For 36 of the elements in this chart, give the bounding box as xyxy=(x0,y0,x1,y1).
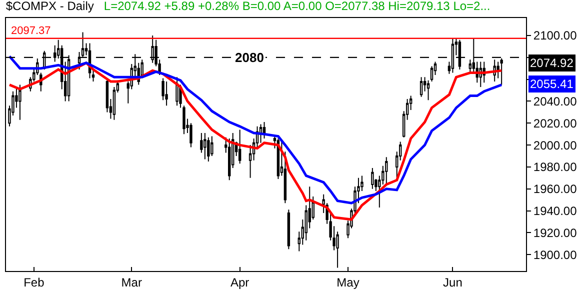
candlestick xyxy=(451,38,454,74)
candlestick xyxy=(262,122,266,139)
y-tick-label: 2040.00 xyxy=(533,94,578,108)
candlestick xyxy=(287,209,290,250)
ref-line-label: 2080 xyxy=(235,50,264,65)
candlestick xyxy=(165,81,168,106)
x-tick-label: Feb xyxy=(24,275,45,290)
candlestick xyxy=(176,76,178,106)
y-tick-label: 2000.00 xyxy=(533,138,578,152)
candlestick xyxy=(426,80,430,101)
candlestick xyxy=(385,156,388,185)
candlestick xyxy=(259,124,262,144)
candlestick xyxy=(430,66,434,82)
x-tick-label: Mar xyxy=(121,275,142,290)
text: 2074.92 xyxy=(530,56,574,70)
y-tick-label: 1920.00 xyxy=(533,226,578,240)
candlestick xyxy=(500,58,503,86)
x-tick-label: May xyxy=(336,275,360,290)
x-tick-label: Jun xyxy=(443,275,462,290)
chart-subtitle: L=2074.92 +5.89 +0.28% B=0.00 A=0.00 O=2077.38 Hi=2079.13 Lo=2... xyxy=(104,0,490,13)
chart-title: $COMPX - Daily xyxy=(6,0,94,13)
y-tick-label: 1980.00 xyxy=(533,160,578,174)
y-tick-label: 1900.00 xyxy=(533,248,578,262)
candlestick xyxy=(207,136,210,162)
candlestick xyxy=(238,129,242,164)
y-tick-label: 2100.00 xyxy=(533,28,578,43)
candlestick xyxy=(204,132,206,160)
candlestick xyxy=(420,76,423,98)
y-tick-label: 2020.00 xyxy=(533,116,578,130)
y-tick-label: 1960.00 xyxy=(533,182,578,196)
candlestick xyxy=(371,168,374,190)
x-tick-label: Apr xyxy=(230,275,250,290)
candlestick xyxy=(190,122,192,148)
ref-line-label: 2097.37 xyxy=(11,25,51,37)
text: 2055.41 xyxy=(530,77,574,91)
y-tick-label: 1940.00 xyxy=(533,204,578,218)
